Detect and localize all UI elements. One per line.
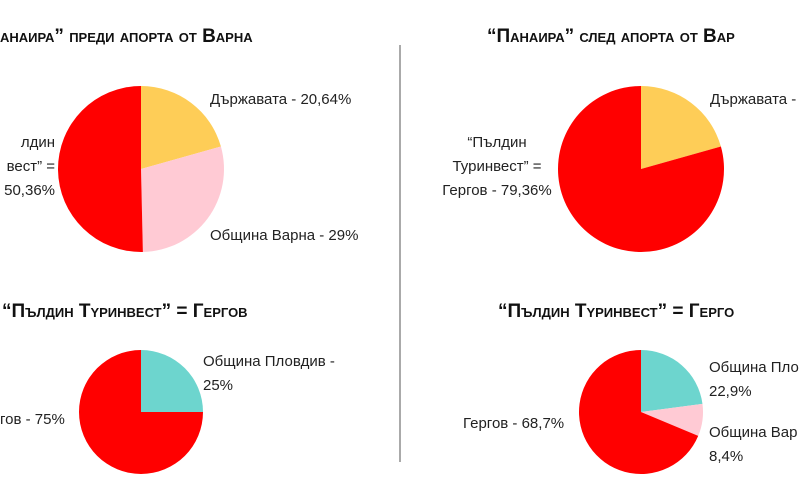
pie-slice [58, 86, 143, 253]
slice-label: лдин [21, 134, 55, 151]
slice-label: 25% [203, 377, 233, 394]
slice-label: Гергов - 68,7% [463, 415, 564, 432]
chart-title: “Пълдин Тyринвест” = Гергов [2, 301, 248, 322]
slice-label: “Пълдин [467, 134, 526, 151]
chart-title: анаира” преди апорта от Варна [0, 26, 253, 47]
slice-label: Туринвест” = [452, 158, 541, 175]
slice-label: 8,4% [709, 448, 743, 465]
slice-label: Община Вар [709, 424, 797, 441]
slice-label: Държавата - [710, 91, 796, 108]
slice-label: 50,36% [4, 182, 55, 199]
slice-label: Гергов - 79,36% [442, 182, 551, 199]
slice-label: Държавата - 20,64% [210, 91, 351, 108]
pie-slice [141, 86, 221, 169]
slice-label: Община Варна - 29% [210, 227, 358, 244]
slice-label: вест” = [7, 158, 56, 175]
pie-slice [641, 403, 703, 436]
slice-label: Община Пловдив - [203, 353, 335, 370]
slice-label: 22,9% [709, 383, 752, 400]
pie-slice [578, 350, 699, 474]
chart-title: “Пълдин Тyринвест” = Герго [498, 301, 734, 322]
pie-slice [641, 350, 703, 412]
pie-slice [141, 350, 203, 412]
pie-slice [141, 146, 224, 252]
pie-slice [79, 350, 203, 474]
slice-label: гов - 75% [0, 411, 65, 428]
pie-slice [557, 86, 724, 252]
slice-label: Община Пло [709, 359, 799, 376]
pie-slice [641, 86, 721, 169]
chart-title: “Панаира” след апорта от Вар [487, 26, 735, 47]
